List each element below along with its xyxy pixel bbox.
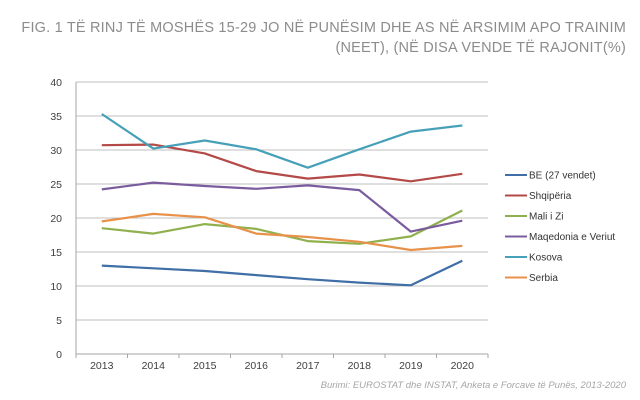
- y-tick-label: 10: [50, 281, 62, 293]
- series-line-be-27-vendet-: [101, 259, 463, 287]
- y-tick-label: 0: [56, 349, 62, 361]
- source-note: Burimi: EUROSTAT dhe INSTAT, Anketa e Fo…: [320, 380, 626, 391]
- x-tick-label: 2013: [90, 360, 114, 372]
- x-tick-label: 2017: [296, 360, 320, 372]
- series-line-mali-i-zi: [101, 209, 463, 245]
- y-tick-label: 25: [50, 179, 62, 191]
- y-tick-label: 20: [50, 213, 62, 225]
- series-line-shqip-ria: [101, 143, 463, 183]
- legend-label: Shqipëria: [529, 191, 572, 202]
- legend-label: Kosova: [529, 253, 563, 264]
- y-tick-label: 30: [50, 145, 62, 157]
- y-tick-label: 40: [50, 77, 62, 89]
- y-tick-label: 15: [50, 247, 62, 259]
- x-tick-label: 2019: [399, 360, 423, 372]
- legend-label: BE (27 vendet): [529, 171, 596, 182]
- y-axis-ticks: 0 5 10 15 20 25 30 35 40: [50, 77, 62, 361]
- x-axis: 2013 2014 2015 2016 2017 2018 2019 2020: [75, 82, 489, 372]
- chart-title-line-1: FIG. 1 TË RINJ TË MOSHËS 15-29 JO NË PUN…: [21, 20, 626, 36]
- gridlines: [76, 81, 488, 321]
- x-tick-label: 2015: [193, 360, 217, 372]
- legend: BE (27 vendet) Shqipëria Mali i Zi Maqedoni…: [505, 171, 615, 284]
- x-tick-label: 2020: [451, 360, 475, 372]
- x-tick-label: 2016: [245, 360, 269, 372]
- chart-title-line-2: (NEET), (NË DISA VENDE TË RAJONIT(%): [335, 40, 626, 56]
- x-tick-label: 2018: [348, 360, 372, 372]
- y-tick-label: 5: [56, 315, 62, 327]
- series-line-serbia: [101, 212, 463, 252]
- series-line-kosova: [101, 113, 463, 169]
- legend-label: Serbia: [529, 273, 558, 284]
- x-tick-label: 2014: [142, 360, 166, 372]
- legend-label: Mali i Zi: [529, 212, 563, 223]
- y-tick-label: 35: [50, 111, 62, 123]
- series-lines: [101, 113, 463, 287]
- series-line-maqedonia-e-veriut: [101, 181, 463, 233]
- legend-label: Maqedonia e Veriut: [529, 232, 615, 243]
